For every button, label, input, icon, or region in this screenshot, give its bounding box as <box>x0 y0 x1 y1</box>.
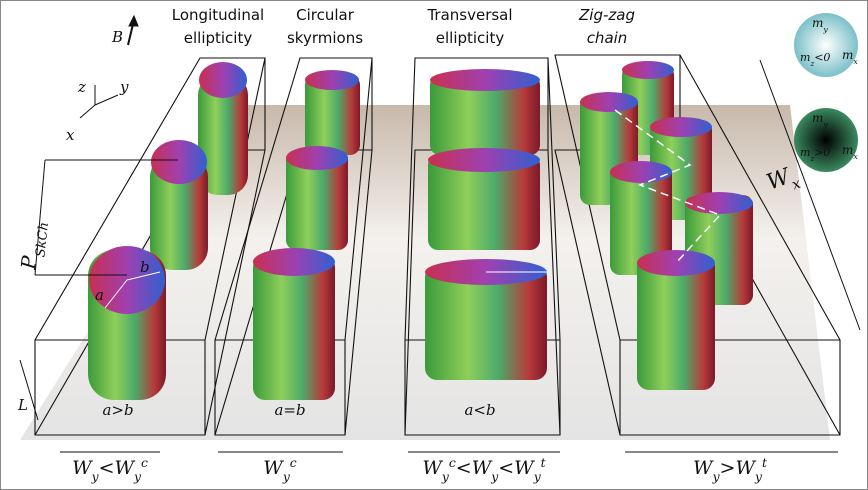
text-part: t <box>762 456 767 470</box>
text-part: y <box>822 120 828 129</box>
text-part: < <box>498 457 514 479</box>
axis-x: x <box>66 126 75 144</box>
semi-axis-b: b <box>140 258 150 276</box>
text-part: m <box>812 111 823 125</box>
panel-title: skyrmions <box>287 29 363 47</box>
text-part: y <box>282 470 291 484</box>
text-part: m <box>800 51 810 64</box>
text-part: < <box>99 457 115 479</box>
panel-title: Zig-zag <box>578 6 635 24</box>
text-part: y <box>133 470 142 484</box>
text-part: <0 <box>814 51 830 64</box>
text-part: y <box>441 470 450 484</box>
text-part: m <box>842 48 853 62</box>
field-label: B <box>111 28 123 46</box>
condition-label: a<b <box>464 401 495 419</box>
panel-title: Longitudinal <box>172 6 264 24</box>
panel-title: Circular <box>296 6 355 24</box>
text-part: W <box>735 457 756 479</box>
text-part: W <box>115 457 136 479</box>
text-part: W <box>263 457 284 479</box>
text-part: y <box>754 470 763 484</box>
semi-axis-a: a <box>95 286 104 304</box>
text-part: c <box>141 456 148 470</box>
axis-y: y <box>119 78 129 96</box>
text-part: m <box>842 143 853 157</box>
text-part: W <box>693 457 714 479</box>
text-part: y <box>822 25 828 34</box>
panel-title: Transversal <box>426 6 512 24</box>
text-part: m <box>812 16 823 30</box>
figure: Longitudinalellipticitya>bWy<WycCircular… <box>0 0 868 490</box>
text-part: y <box>533 470 542 484</box>
text-part: W <box>72 457 93 479</box>
condition-label: a>b <box>102 401 133 419</box>
text-part: m <box>800 146 810 159</box>
text-part: t <box>541 456 546 470</box>
text-part: < <box>456 457 472 479</box>
axis-z: z <box>77 78 86 96</box>
panel-title: ellipticity <box>184 29 253 47</box>
text-part: > <box>720 457 736 479</box>
length-label: L <box>17 396 28 414</box>
text-part: W <box>472 457 493 479</box>
text-part: >0 <box>814 146 830 159</box>
text-part: c <box>290 456 297 470</box>
panel-title: chain <box>587 29 628 47</box>
text-part: W <box>514 457 535 479</box>
condition-label: a=b <box>274 401 305 419</box>
text-part: W <box>422 457 443 479</box>
text-part: x <box>853 152 858 161</box>
panel-title: ellipticity <box>436 29 505 47</box>
text-part: x <box>853 57 858 66</box>
